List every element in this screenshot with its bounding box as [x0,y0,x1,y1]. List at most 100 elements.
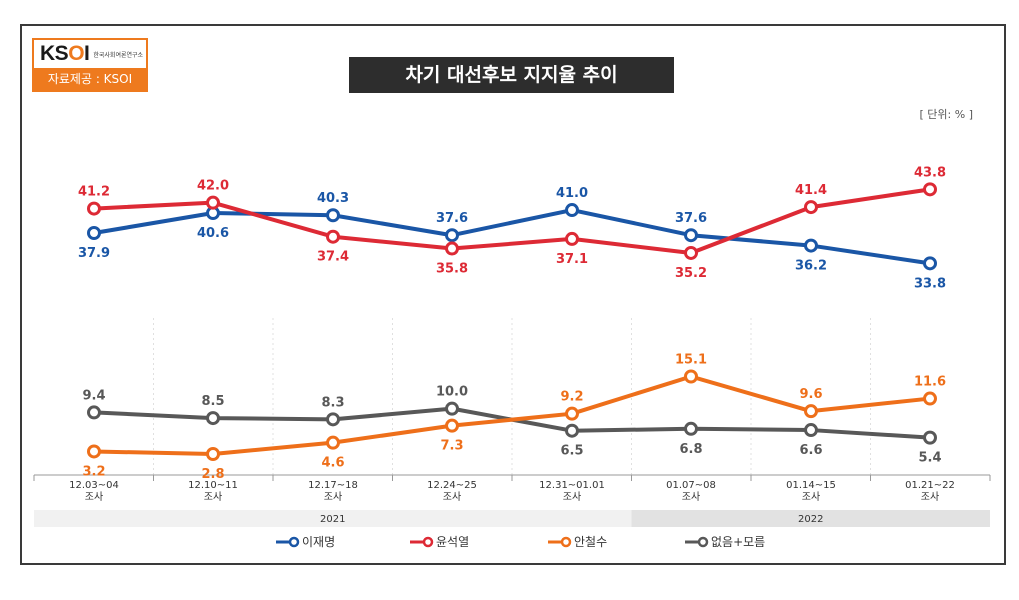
data-point [684,421,698,436]
x-tick-label: 12.31~01.01 [539,480,605,491]
year-band [34,510,632,527]
data-label: 33.8 [914,276,946,291]
data-point [804,404,818,419]
data-point [565,231,579,246]
series-line [93,208,931,266]
chart-title: 차기 대선후보 지지율 추이 [349,57,674,93]
data-label: 3.2 [82,464,105,479]
data-point [684,228,698,243]
x-tick-label: 조사 [85,491,103,503]
data-point [87,405,101,420]
x-tick-label: 12.03~04 [69,480,119,491]
data-label: 41.0 [556,186,588,201]
x-tick-label: 01.21~22 [905,480,955,491]
series-line [93,187,931,255]
data-point [87,226,101,240]
data-label: 37.6 [436,211,468,226]
data-point [684,245,698,260]
data-label: 5.4 [918,451,941,466]
data-point [326,229,340,244]
data-source: 자료제공 : KSOI [47,72,133,86]
x-tick-label: 01.14~15 [786,480,836,491]
ksoi-logo: KSOI 한국사회여론연구소 자료제공 : KSOI [32,38,148,92]
data-point [326,435,340,450]
x-tick-label: 조사 [921,491,939,503]
unit-label: [ 단위: % ] [919,108,973,121]
data-label: 42.0 [197,179,229,194]
data-point [923,182,937,197]
data-label: 4.6 [321,456,344,471]
x-tick-label: 01.07~08 [666,480,716,491]
data-label: 9.6 [799,387,822,402]
data-point [206,195,220,210]
series-line [93,374,931,456]
data-label: 36.2 [795,259,827,274]
data-point [804,238,818,253]
data-point [326,412,340,427]
x-tick-label: 12.24~25 [427,480,477,491]
data-point [445,418,459,433]
data-label: 6.6 [799,443,822,458]
data-label: 10.0 [436,385,468,400]
data-label: 7.3 [440,439,463,454]
data-point [804,200,818,215]
x-tick-label: 조사 [802,491,820,503]
data-label: 40.3 [317,191,349,206]
data-label: 2.8 [201,467,224,482]
x-tick-label: 조사 [682,491,700,503]
x-tick-label: 조사 [324,491,342,503]
data-label: 37.9 [78,246,110,261]
data-label: 15.1 [675,353,707,368]
data-point [923,430,937,445]
data-point [923,391,937,406]
data-label: 41.4 [795,183,827,198]
data-label: 35.8 [436,262,468,277]
data-point [804,423,818,438]
data-label: 11.6 [914,375,946,390]
legend-label: 윤석열 [436,535,469,549]
data-point [206,411,220,426]
x-tick-label: 12.17~18 [308,480,358,491]
legend-swatch-marker [697,536,709,548]
data-label: 8.5 [201,394,224,409]
data-point [445,228,459,243]
logo-subtitle: 한국사회여론연구소 [93,51,144,59]
data-label: 40.6 [197,226,229,241]
x-tick-label: 조사 [204,491,222,503]
data-point [565,406,579,421]
year-label: 2021 [320,514,345,525]
data-label: 9.2 [560,390,583,405]
legend-swatch-marker [560,536,572,548]
data-point [87,201,101,216]
x-tick-label: 조사 [443,491,461,503]
legend-swatch-marker [288,536,300,548]
data-point [326,208,340,223]
data-point [684,369,698,384]
data-label: 6.8 [679,442,702,457]
data-point [206,447,220,461]
data-label: 9.4 [82,388,105,403]
data-point [565,423,579,438]
data-label: 37.1 [556,252,588,267]
data-label: 37.6 [675,211,707,226]
data-label: 43.8 [914,165,946,180]
legend-swatch-marker [422,536,434,548]
logo-mark: KSOI [40,42,90,65]
data-label: 41.2 [78,185,110,200]
legend-label: 없음+모름 [711,535,765,549]
data-point [565,203,579,218]
data-label: 8.3 [321,395,344,410]
data-label: 35.2 [675,266,707,281]
legend-label: 안철수 [574,535,607,549]
year-label: 2022 [798,514,823,525]
data-point [445,401,459,416]
data-point [923,256,937,271]
data-label: 6.5 [560,444,583,459]
x-tick-label: 조사 [563,491,581,503]
data-point [87,444,101,459]
data-point [445,241,459,256]
data-label: 37.4 [317,250,349,265]
x-tick-label: 12.10~11 [188,480,238,491]
legend-label: 이재명 [302,535,335,549]
